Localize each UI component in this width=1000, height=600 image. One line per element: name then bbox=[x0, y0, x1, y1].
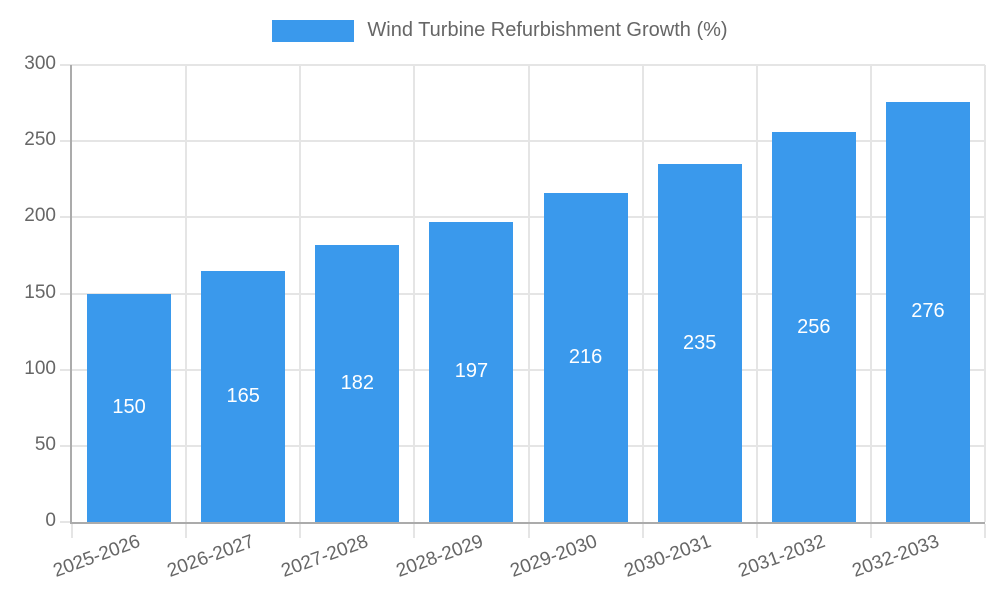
bar: 216 bbox=[543, 192, 628, 522]
bar-value-label: 235 bbox=[683, 331, 717, 354]
y-axis-tick-label: 300 bbox=[24, 52, 56, 74]
x-axis-tick bbox=[869, 524, 872, 538]
y-axis-tick bbox=[60, 444, 72, 447]
x-gridline bbox=[755, 65, 758, 522]
x-axis-line bbox=[70, 522, 985, 524]
y-axis-tick bbox=[60, 140, 72, 143]
y-axis-tick bbox=[60, 368, 72, 371]
y-axis-tick-label: 150 bbox=[24, 281, 56, 303]
x-axis-label: 2026-2027 bbox=[164, 531, 258, 582]
x-gridline bbox=[299, 65, 302, 522]
y-axis-tick-label: 250 bbox=[24, 129, 56, 151]
y-axis-tick bbox=[60, 521, 72, 523]
x-gridline bbox=[641, 65, 644, 522]
x-gridline bbox=[185, 65, 188, 522]
x-axis-tick bbox=[984, 524, 986, 538]
y-axis-tick-label: 50 bbox=[34, 433, 56, 455]
x-axis-tick bbox=[299, 524, 302, 538]
x-axis-tick bbox=[185, 524, 188, 538]
x-axis-tick bbox=[413, 524, 416, 538]
x-gridline bbox=[984, 65, 986, 522]
x-axis-label: 2030-2031 bbox=[621, 531, 714, 582]
y-axis-tick bbox=[60, 216, 72, 219]
x-axis-label: 2032-2033 bbox=[849, 531, 943, 582]
bar: 235 bbox=[657, 164, 742, 522]
x-axis-tick bbox=[755, 524, 758, 538]
bar-value-label: 256 bbox=[797, 315, 831, 338]
x-axis-label: 2025-2026 bbox=[50, 531, 144, 582]
bar: 197 bbox=[429, 221, 514, 522]
x-axis-tick bbox=[527, 524, 530, 538]
y-axis-tick-label: 200 bbox=[24, 205, 56, 227]
y-axis-tick-label: 0 bbox=[45, 509, 56, 531]
bar: 150 bbox=[87, 293, 172, 522]
bar-value-label: 150 bbox=[112, 396, 146, 419]
bar: 165 bbox=[201, 270, 286, 522]
y-axis-tick-label: 100 bbox=[24, 357, 56, 379]
x-gridline bbox=[869, 65, 872, 522]
y-axis-tick bbox=[60, 64, 72, 66]
bar-value-label: 182 bbox=[340, 371, 374, 394]
legend-swatch-icon bbox=[272, 19, 355, 42]
bar: 256 bbox=[771, 132, 856, 522]
bar: 276 bbox=[885, 101, 970, 522]
x-axis-label: 2028-2029 bbox=[393, 531, 486, 582]
x-axis-label: 2029-2030 bbox=[507, 531, 600, 582]
legend: Wind Turbine Refurbishment Growth (%) bbox=[0, 19, 1000, 42]
bar-value-label: 165 bbox=[226, 384, 260, 407]
x-axis-tick bbox=[71, 524, 73, 538]
bar-value-label: 197 bbox=[454, 360, 489, 383]
x-gridline bbox=[527, 65, 530, 522]
bar-value-label: 216 bbox=[568, 345, 603, 368]
x-axis-label: 2027-2028 bbox=[278, 531, 372, 582]
x-axis-label: 2031-2032 bbox=[735, 531, 828, 582]
y-axis-line bbox=[70, 65, 72, 524]
y-axis-tick bbox=[60, 292, 72, 295]
legend-label: Wind Turbine Refurbishment Growth (%) bbox=[367, 19, 728, 41]
x-axis-tick bbox=[641, 524, 644, 538]
x-gridline bbox=[413, 65, 416, 522]
bar-value-label: 276 bbox=[911, 300, 945, 323]
bar: 182 bbox=[315, 244, 400, 522]
